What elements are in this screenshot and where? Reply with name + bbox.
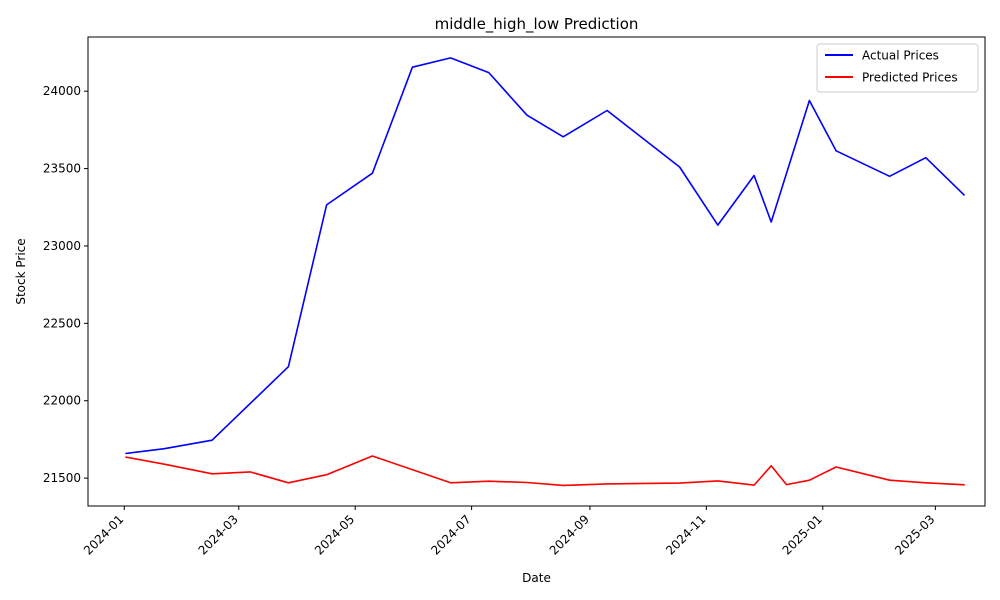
y-tick-label: 22500 (43, 316, 81, 330)
legend: Actual Prices Predicted Prices (816, 43, 979, 93)
chart-title: middle_high_low Prediction (435, 15, 639, 34)
y-tick-label: 24000 (43, 84, 81, 98)
series-layer (125, 57, 966, 487)
plot-frame (87, 36, 986, 507)
series-line-actual (125, 57, 966, 455)
x-axis-label: Date (522, 571, 551, 585)
y-axis: 21500 22000 22500 23000 23500 24000 (43, 84, 88, 485)
y-tick-label: 23000 (43, 239, 81, 253)
series-line-predicted (125, 455, 965, 487)
legend-label-predicted: Predicted Prices (862, 71, 958, 85)
legend-box (816, 43, 979, 93)
y-axis-label: Stock Price (14, 238, 28, 304)
y-tick-label: 23500 (43, 162, 81, 176)
y-tick-label: 21500 (43, 471, 81, 485)
y-tick-label: 22000 (43, 394, 81, 408)
legend-label-actual: Actual Prices (862, 49, 939, 63)
plot-area (87, 36, 986, 507)
